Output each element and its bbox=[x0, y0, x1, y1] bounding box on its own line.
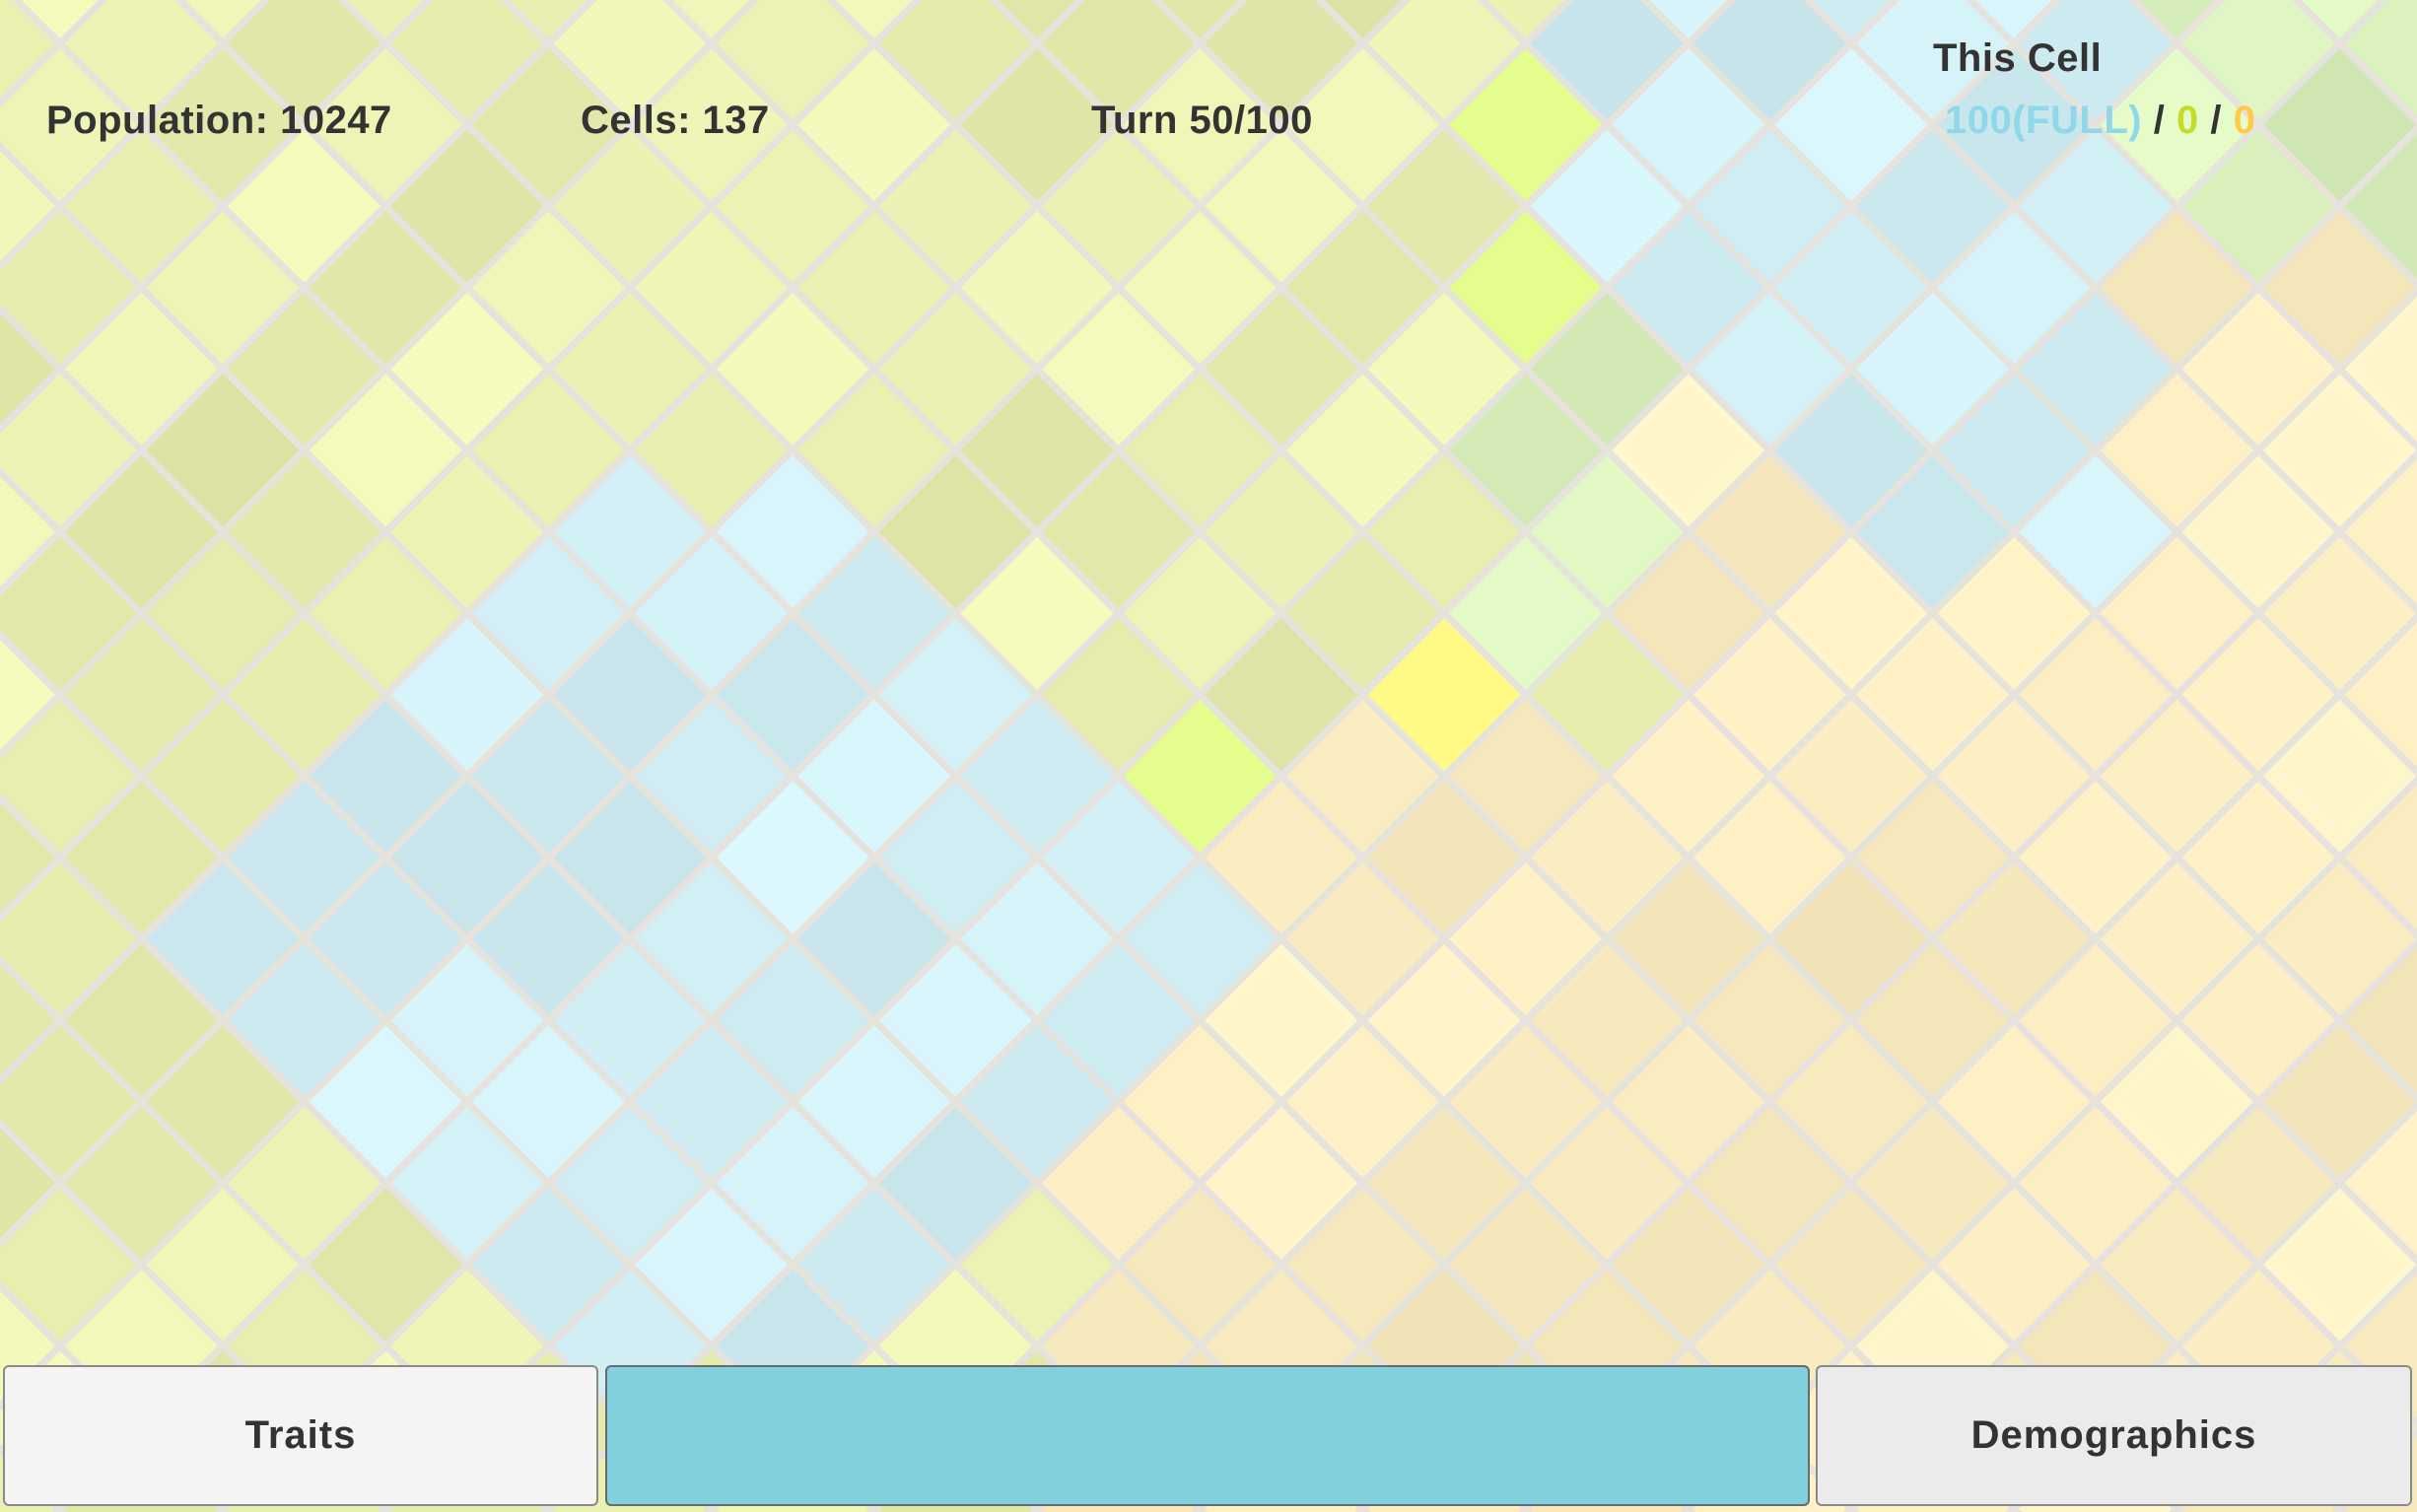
this-cell-shares: 100(FULL) / 0 / 0 bbox=[1945, 99, 2255, 143]
grid-cell[interactable] bbox=[1933, 1503, 2096, 1512]
grid-cell[interactable] bbox=[0, 288, 65, 450]
grid-cell[interactable] bbox=[0, 613, 65, 776]
grid-cell[interactable] bbox=[2334, 449, 2417, 614]
grid-cell[interactable] bbox=[1119, 1503, 1281, 1512]
grid-cell[interactable] bbox=[1444, 1503, 1607, 1512]
share-species-c: 0 bbox=[2233, 99, 2256, 142]
grid-cell[interactable] bbox=[2258, 1503, 2417, 1512]
grid-cell[interactable] bbox=[0, 0, 65, 125]
grid-cell[interactable] bbox=[630, 1503, 793, 1512]
grid-cell[interactable] bbox=[1607, 1503, 1769, 1512]
grid-cell[interactable] bbox=[0, 125, 65, 288]
grid-cell[interactable] bbox=[2334, 287, 2417, 451]
traits-button[interactable]: Traits bbox=[3, 1365, 598, 1506]
demographics-button[interactable]: Demographics bbox=[1816, 1365, 2412, 1506]
species-color-bar[interactable] bbox=[605, 1365, 1810, 1506]
bottom-toolbar: Traits Demographics bbox=[0, 1363, 2417, 1512]
grid-cell[interactable] bbox=[0, 1503, 141, 1512]
cells-counter: Cells: 137 bbox=[581, 99, 770, 142]
grid-cell[interactable] bbox=[2334, 123, 2417, 289]
grid-cell[interactable] bbox=[0, 776, 65, 938]
grid-cell[interactable] bbox=[2096, 1503, 2258, 1512]
grid-cell[interactable] bbox=[1769, 1503, 1932, 1512]
share-separator: / bbox=[2210, 99, 2222, 142]
turn-counter: Turn 50/100 bbox=[1091, 99, 1313, 142]
grid-cell[interactable] bbox=[2334, 937, 2417, 1103]
grid-cell[interactable] bbox=[1281, 1503, 1444, 1512]
grid-cell[interactable] bbox=[2334, 0, 2417, 126]
grid-cell[interactable] bbox=[2334, 775, 2417, 940]
grid-cell[interactable] bbox=[0, 939, 65, 1102]
grid-cell[interactable] bbox=[0, 1102, 65, 1265]
grid-cell[interactable] bbox=[2334, 612, 2417, 778]
grid-cell[interactable] bbox=[2334, 1101, 2417, 1266]
share-species-a: 100(FULL) bbox=[1945, 99, 2143, 142]
share-separator: / bbox=[2153, 99, 2166, 142]
grid-cell[interactable] bbox=[141, 1503, 304, 1512]
this-cell-title: This Cell bbox=[1933, 36, 2103, 80]
grid-cell[interactable] bbox=[305, 1503, 467, 1512]
grid-cell[interactable] bbox=[793, 1503, 955, 1512]
population-counter: Population: 10247 bbox=[46, 99, 392, 142]
share-species-b: 0 bbox=[2175, 99, 2199, 142]
grid-cell[interactable] bbox=[467, 1503, 630, 1512]
grid-cell[interactable] bbox=[0, 450, 65, 613]
grid-cell[interactable] bbox=[955, 1503, 1118, 1512]
